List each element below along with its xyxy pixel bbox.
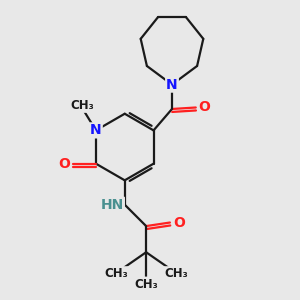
Text: CH₃: CH₃ [70, 99, 94, 112]
Text: O: O [58, 157, 70, 171]
Text: O: O [173, 215, 185, 230]
Text: HN: HN [100, 198, 124, 212]
Text: CH₃: CH₃ [165, 267, 188, 280]
Text: CH₃: CH₃ [104, 267, 128, 280]
Text: N: N [166, 78, 178, 92]
Text: N: N [90, 123, 102, 137]
Text: O: O [199, 100, 211, 115]
Text: CH₃: CH₃ [134, 278, 158, 290]
